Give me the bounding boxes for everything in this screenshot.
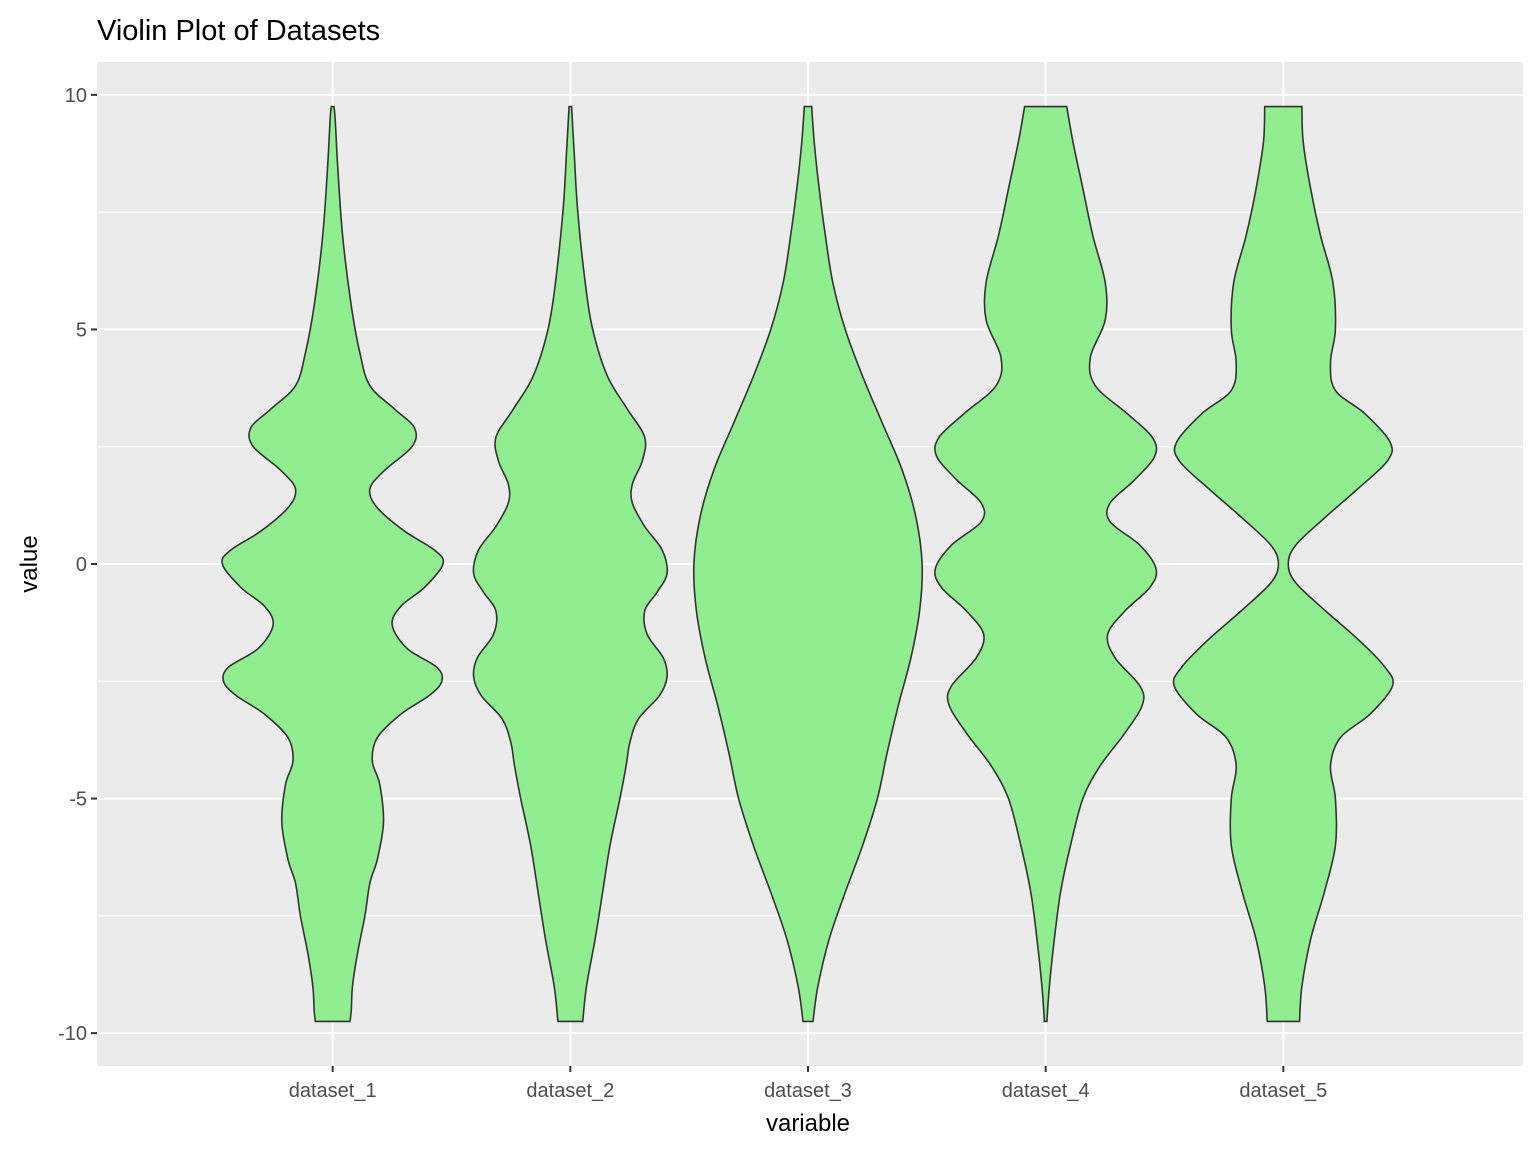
x-tick-label: dataset_4 bbox=[1002, 1080, 1090, 1102]
violin-dataset_3 bbox=[692, 105, 924, 1023]
violin-dataset_4 bbox=[934, 105, 1158, 1023]
y-axis-ticks: -10 -5 0 5 10 bbox=[58, 85, 97, 1045]
x-tick-label: dataset_5 bbox=[1239, 1080, 1327, 1102]
y-tick-label: 10 bbox=[65, 85, 87, 107]
violin-dataset_2 bbox=[472, 105, 669, 1023]
violin-dataset_1 bbox=[221, 105, 445, 1023]
y-tick-label: -10 bbox=[58, 1023, 87, 1045]
x-axis-title: variable bbox=[766, 1110, 850, 1137]
x-tick-label: dataset_2 bbox=[526, 1080, 614, 1102]
y-axis-title: value bbox=[16, 535, 43, 592]
violin-group bbox=[221, 105, 1394, 1023]
y-tick-label: 0 bbox=[76, 554, 87, 576]
chart-title: Violin Plot of Datasets bbox=[97, 15, 380, 47]
x-tick-label: dataset_1 bbox=[289, 1080, 377, 1102]
x-axis-ticks: dataset_1 dataset_2 dataset_3 dataset_4 data… bbox=[289, 1066, 1327, 1102]
y-tick-label: -5 bbox=[69, 789, 87, 811]
y-tick-label: 5 bbox=[76, 319, 87, 341]
violin-dataset_5 bbox=[1172, 105, 1394, 1023]
x-tick-label: dataset_3 bbox=[764, 1080, 852, 1102]
